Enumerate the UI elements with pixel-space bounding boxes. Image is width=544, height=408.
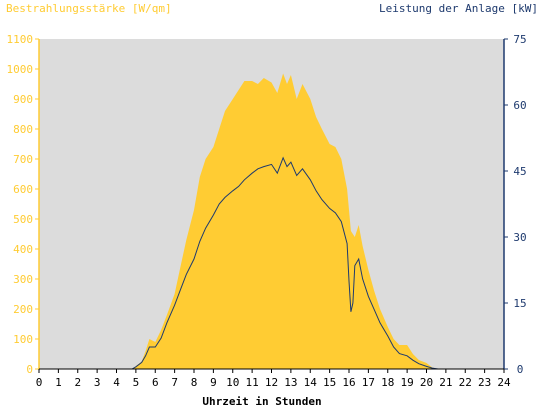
- x-tick-label: 8: [191, 376, 198, 389]
- x-tick-label: 1: [55, 376, 62, 389]
- left-tick-label: 900: [13, 93, 33, 106]
- right-tick-label: 75: [513, 33, 526, 46]
- x-tick-label: 10: [226, 376, 239, 389]
- x-tick-label: 11: [246, 376, 259, 389]
- left-tick-label: 300: [13, 273, 33, 286]
- left-tick-label: 800: [13, 123, 33, 136]
- x-tick-label: 17: [362, 376, 375, 389]
- left-axis-title: Bestrahlungsstärke [W/qm]: [6, 2, 172, 15]
- x-tick-label: 21: [439, 376, 452, 389]
- x-tick-label: 4: [113, 376, 120, 389]
- right-tick-label: 15: [513, 297, 526, 310]
- power-line: [39, 156, 504, 370]
- right-tick-label: 30: [513, 231, 526, 244]
- left-tick-label: 600: [13, 183, 33, 196]
- x-tick-label: 18: [381, 376, 394, 389]
- left-tick-label: 200: [13, 303, 33, 316]
- x-tick-label: 3: [94, 376, 101, 389]
- x-tick-label: 15: [323, 376, 336, 389]
- left-tick-label: 500: [13, 213, 33, 226]
- x-tick-label: 9: [210, 376, 217, 389]
- irradiance-area: [39, 73, 504, 369]
- left-tick-label: 100: [13, 333, 33, 346]
- x-tick-label: 13: [284, 376, 297, 389]
- x-tick-label: 7: [171, 376, 178, 389]
- right-tick-label: 0: [517, 363, 524, 376]
- left-tick-label: 400: [13, 243, 33, 256]
- x-tick-label: 20: [420, 376, 433, 389]
- right-tick-label: 60: [513, 99, 526, 112]
- x-tick-label: 14: [304, 376, 318, 389]
- x-tick-label: 12: [265, 376, 278, 389]
- x-tick-label: 6: [152, 376, 159, 389]
- x-tick-label: 23: [478, 376, 491, 389]
- x-tick-label: 24: [497, 376, 511, 389]
- left-tick-label: 1100: [7, 33, 34, 46]
- x-tick-label: 2: [74, 376, 81, 389]
- x-tick-label: 19: [401, 376, 414, 389]
- x-tick-label: 22: [459, 376, 472, 389]
- x-tick-label: 16: [342, 376, 355, 389]
- left-tick-label: 0: [26, 363, 33, 376]
- left-tick-label: 700: [13, 153, 33, 166]
- right-tick-label: 45: [513, 165, 526, 178]
- right-axis-title: Leistung der Anlage [kW]: [379, 2, 538, 15]
- left-tick-label: 1000: [7, 63, 34, 76]
- x-axis-title: Uhrzeit in Stunden: [202, 395, 321, 408]
- x-tick-label: 0: [36, 376, 43, 389]
- x-tick-label: 5: [133, 376, 140, 389]
